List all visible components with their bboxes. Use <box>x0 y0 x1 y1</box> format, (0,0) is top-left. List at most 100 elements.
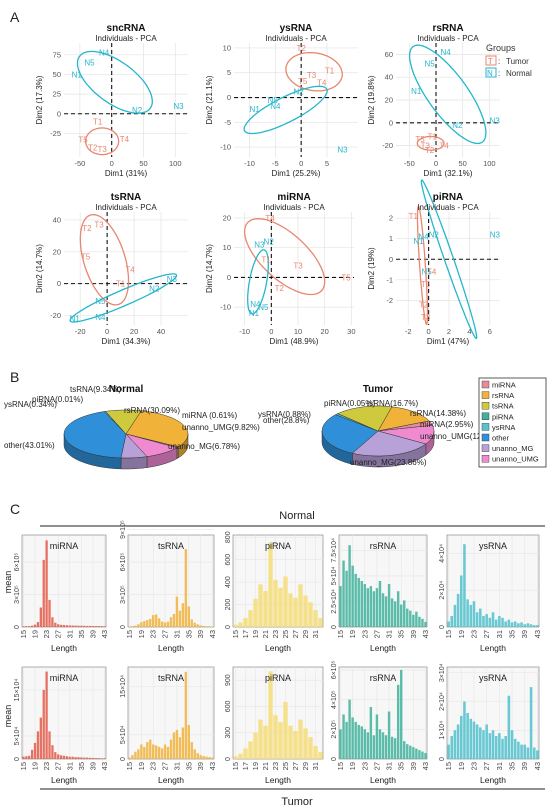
length-bar <box>529 687 533 760</box>
pca-y-tick-label: 50 <box>53 70 61 79</box>
pca-point-label: T5 <box>81 253 91 262</box>
length-bar <box>415 611 418 627</box>
bar-y-tick-label: 15×10⁴ <box>120 675 127 698</box>
length-bar <box>36 731 40 759</box>
length-bar <box>345 721 348 759</box>
pca-point-label: N3 <box>254 241 265 250</box>
length-bar <box>202 756 205 759</box>
pca-y-tick-label: 20 <box>53 247 61 256</box>
bar-x-tick-label: 27 <box>291 630 300 638</box>
pca-y-tick-label: -10 <box>220 303 231 312</box>
pca-plot-area <box>234 43 358 157</box>
bar-x-tick-label: 15 <box>19 762 28 770</box>
length-bar <box>146 742 149 759</box>
length-bar <box>149 618 152 627</box>
length-bar <box>28 755 31 759</box>
length-bar <box>536 625 539 627</box>
length-bar <box>65 625 69 627</box>
length-bar <box>494 736 498 759</box>
length-bar <box>181 603 185 627</box>
pie-title: Normal <box>109 384 144 395</box>
bar-y-tick-label: 15×10⁴ <box>14 679 21 702</box>
bar-x-tick-label: 35 <box>508 762 517 770</box>
bar-x-tick-label: 35 <box>397 762 406 770</box>
pie-slice-label: ysRNA(0.34%) <box>4 400 57 409</box>
length-panel-tumor-tsrna: 15 19 23 27 31 35 39 43 0 5×10⁴ 15×10⁴ tsRNA Length <box>120 666 217 785</box>
length-bar <box>71 756 74 759</box>
pca-ellipse-normal <box>76 50 153 114</box>
length-bar <box>424 753 427 759</box>
length-bar <box>278 722 283 759</box>
pca-x-axis-label: Dim1 (32.1%) <box>424 169 473 178</box>
pie-slice-label: tsRNA(16.7%) <box>367 399 418 408</box>
length-bar <box>415 748 418 759</box>
length-bar <box>268 671 273 759</box>
length-bar <box>100 758 103 759</box>
bar-y-tick-label: 2.5×10⁴ <box>331 589 338 614</box>
pie-legend-frame <box>478 377 547 468</box>
length-bar <box>154 745 158 759</box>
length-panel-tumor-rsrna: 15 19 23 27 31 35 39 43 0 2×10⁵ 4×10⁵ 6×10⁵ rsRNA Len… <box>331 661 430 785</box>
pca-ellipse-normal <box>243 85 328 135</box>
length-bar <box>65 756 69 759</box>
bar-x-tick-label: 15 <box>336 762 345 770</box>
length-bar <box>504 736 507 759</box>
bar-x-tick-label: 35 <box>77 762 86 770</box>
pie-slice-label: piRNA(0.05%) <box>324 399 375 408</box>
bar-x-axis-label: Length <box>265 643 291 653</box>
bar-x-tick-label: 23 <box>360 762 369 770</box>
length-bar <box>193 622 196 627</box>
length-bar <box>399 604 403 627</box>
pca-y-tick-label: 20 <box>385 96 393 105</box>
bar-x-tick-label: 15 <box>125 762 134 770</box>
length-bar <box>80 625 83 627</box>
length-bar <box>253 598 258 627</box>
length-bar <box>469 718 473 759</box>
length-bar <box>339 729 342 759</box>
length-bar <box>175 596 179 627</box>
pie-legend-swatch <box>481 433 490 442</box>
pca-x-tick-label: 5 <box>325 159 329 168</box>
pca-x-tick-label: 20 <box>130 327 138 336</box>
pca-point-label: T4 <box>427 268 437 277</box>
length-bar <box>190 742 193 759</box>
pca-y-tick-label: 40 <box>385 73 393 82</box>
length-bar <box>475 724 479 759</box>
pie-slice-label: miRNA(2.95%) <box>420 420 474 429</box>
length-bar <box>71 625 74 627</box>
pie-slice-label: miRNA (0.61%) <box>182 411 237 420</box>
length-bar <box>409 745 412 759</box>
length-bar <box>80 757 83 759</box>
pca-point-label: N2 <box>149 284 160 293</box>
length-bar <box>381 593 385 627</box>
length-bar <box>447 621 450 627</box>
pca-point-label: N4 <box>440 48 451 57</box>
pca-y-tick-label: 2 <box>389 214 393 223</box>
bar-x-tick-label: 43 <box>208 762 217 770</box>
length-bar <box>501 738 504 760</box>
length-bar <box>403 600 406 627</box>
bar-y-tick-label: 0 <box>439 625 446 629</box>
bar-x-tick-label: 39 <box>520 762 529 770</box>
bar-x-tick-label: 39 <box>520 630 529 638</box>
pca-subtitle: Individuals - PCA <box>265 34 327 43</box>
length-bar <box>504 621 507 627</box>
mean-axis-label-top: mean <box>3 571 13 594</box>
pca-x-tick-label: 40 <box>157 327 165 336</box>
bar-x-tick-label: 43 <box>533 630 542 638</box>
bar-y-tick-label: 3×10⁴ <box>439 663 446 682</box>
length-bar <box>39 607 42 627</box>
length-bar <box>479 608 482 627</box>
panel-label-c: C <box>10 501 20 517</box>
length-bar <box>42 559 45 627</box>
length-bar <box>293 730 298 759</box>
length-bar <box>163 622 167 627</box>
pca-ellipse-normal <box>420 179 478 340</box>
length-bar <box>517 623 520 627</box>
length-bar <box>83 625 86 627</box>
bar-plot-area <box>232 666 324 760</box>
length-bar <box>154 614 158 627</box>
length-bar <box>62 625 66 627</box>
bar-x-axis-label: Length <box>51 775 77 785</box>
pca-plot-area <box>64 212 188 325</box>
